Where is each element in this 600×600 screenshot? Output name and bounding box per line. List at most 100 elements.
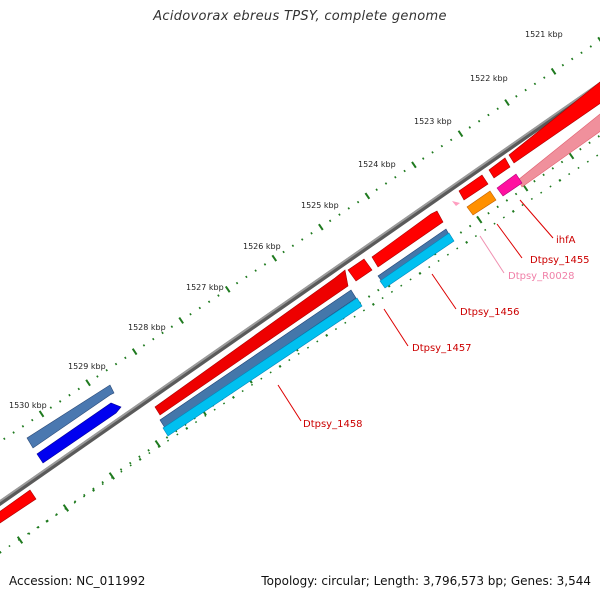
tick-mark [77,387,81,391]
gene-arrow [508,81,600,164]
tick-mark [353,315,356,318]
tick-mark [12,431,15,434]
tick-mark [524,88,527,92]
tick-mark [468,126,472,129]
gene-features [0,81,600,524]
tick-mark [394,175,397,179]
tick-mark [364,192,371,200]
tick-mark [21,425,25,428]
tick-mark [437,259,440,262]
tick-mark [62,504,70,512]
gene-arrow [452,201,460,206]
tick-mark [316,340,319,343]
tick-mark [83,493,86,497]
tick-labels: 1521 kbp 1522 kbp 1523 kbp 1524 kbp 1525… [9,30,563,410]
tick-mark [92,488,95,492]
tick-mark [120,470,123,473]
tick-mark [176,433,179,436]
tick-mark [291,244,295,248]
gene-arrow [162,297,363,437]
tick-mark [568,173,571,176]
tick-mark [310,232,313,235]
tick-mark [493,222,496,225]
tick-mark [3,437,6,441]
tick-mark [263,263,267,266]
tick-mark [338,213,341,216]
tick-mark [260,377,263,380]
tick-mark [474,235,477,238]
tick-mark [580,51,583,54]
tick-mark [55,513,58,516]
tick-mark [496,107,499,111]
gene-arrow [488,157,511,179]
tick-mark [530,197,533,200]
tick-label: 1524 kbp [358,160,396,169]
tick-label: 1523 kbp [414,117,452,126]
tick-label: 1528 kbp [128,323,166,332]
tick-mark [505,199,509,202]
tick-mark [418,271,422,275]
tick-mark [224,285,231,293]
tick-mark [152,337,155,341]
tick-mark [597,135,600,138]
tick-mark [147,449,150,452]
tick-mark [586,160,589,163]
tick-mark [16,536,24,544]
gene-arrow [36,402,122,464]
tick-mark [254,269,257,272]
tick-label: 1522 kbp [470,74,508,83]
tick-mark [560,160,564,164]
tick-mark [381,297,384,300]
tick-mark [390,290,394,293]
gene-label-dtpsy-1457[interactable]: Dtpsy_1457 [412,343,472,354]
tick-mark [165,436,169,439]
tick-mark [328,219,332,223]
tick-mark [306,346,310,349]
tick-mark [250,383,254,386]
tick-mark [85,379,91,387]
tick-mark [325,333,329,337]
tick-mark [543,76,546,79]
tick-mark [108,472,115,480]
tick-mark [515,95,518,98]
tick-mark [207,300,211,304]
tick-mark [371,302,375,306]
gene-label-dtpsy-1456[interactable]: Dtpsy_1456 [460,307,520,318]
gene-label-dtpsy-1458[interactable]: Dtpsy_1458 [303,419,363,430]
tick-mark [282,250,285,254]
tick-mark [540,191,543,194]
tick-mark [17,538,20,541]
genome-summary-text: Topology: circular; Length: 3,796,573 bp… [261,574,591,588]
tick-mark [596,154,599,157]
tick-mark [409,278,412,281]
gene-label-ihfA[interactable]: ihfA [556,235,576,246]
tick-mark [484,228,487,231]
tick-mark [334,327,338,331]
tick-mark [542,173,545,177]
tick-mark [502,216,505,219]
tick-mark [114,362,118,366]
tick-mark [131,348,138,356]
tick-mark [73,501,76,504]
tick-mark [204,414,207,417]
tick-mark [459,231,463,234]
tick-mark [36,526,39,529]
tick-mark [110,476,114,479]
tick-mark [431,151,434,154]
tick-mark [440,144,444,148]
gene-label-dtpsy-r0028[interactable]: Dtpsy_R0028 [508,271,575,282]
tick-mark [588,141,591,145]
gene-label-dtpsy-1455[interactable]: Dtpsy_1455 [530,255,590,266]
gene-arrow [496,173,523,197]
gene-arrow [371,210,444,268]
tick-mark [504,99,510,106]
tick-mark [58,400,62,403]
tick-mark [154,440,161,448]
tick-mark [148,451,151,455]
tick-mark [367,295,371,298]
tick-mark [269,371,272,374]
tick-mark [119,468,123,471]
tick-mark [487,211,490,215]
gene-arrow [154,269,349,416]
tick-mark [570,57,574,61]
